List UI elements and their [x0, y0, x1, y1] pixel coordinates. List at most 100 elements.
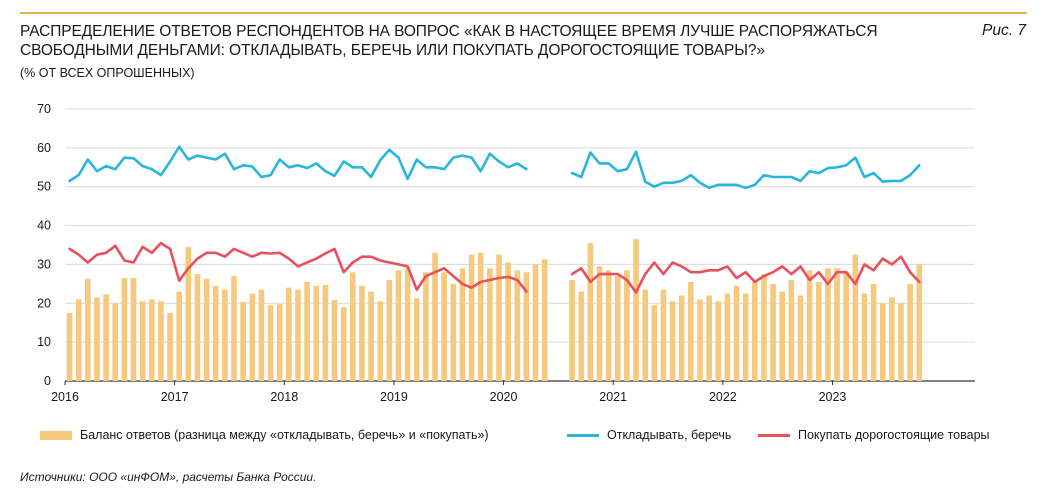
bar-balance [139, 301, 146, 381]
legend-label-balance: Баланс ответов (разница между «откладыва… [80, 428, 489, 442]
y-tick-label: 70 [37, 102, 51, 116]
bar-balance [432, 252, 438, 381]
bar-balance [651, 305, 658, 381]
bar-balance [340, 307, 347, 381]
bar-balance [532, 264, 539, 381]
bar-balance [94, 297, 100, 381]
x-tick-label: 2016 [51, 390, 79, 404]
bar-balance [633, 239, 639, 381]
line-save [570, 150, 921, 190]
bar-balance [477, 252, 484, 381]
x-tick-label: 2022 [709, 390, 737, 404]
bar-balance [815, 281, 822, 381]
bar-balance [825, 268, 831, 381]
bar-balance [916, 264, 923, 381]
bar-balance [267, 305, 274, 381]
bar-balance [404, 268, 411, 381]
bar-balance [898, 303, 904, 381]
bar-balance [806, 270, 813, 381]
bar-balance [295, 289, 301, 381]
legend-swatch-balance [40, 430, 72, 440]
bar-balance [505, 262, 511, 381]
y-tick-label: 40 [37, 219, 51, 233]
legend-item-balance: Баланс ответов (разница между «откладыва… [40, 428, 489, 442]
x-tick-label: 2023 [819, 390, 847, 404]
bar-balance [742, 293, 749, 381]
bar-balance [797, 295, 804, 381]
bar-balance [395, 270, 402, 381]
bar-balance [669, 301, 676, 381]
y-tick-label: 0 [44, 374, 51, 388]
x-tick-label: 2020 [490, 390, 518, 404]
bar-balance [167, 313, 173, 381]
x-tick-label: 2017 [161, 390, 189, 404]
line-buy [68, 241, 528, 293]
bar-balance [240, 302, 246, 381]
bar-balance [879, 303, 886, 381]
bar-balance [889, 297, 895, 381]
legend-item-save: Откладывать, беречь [567, 428, 731, 442]
bar-balance [203, 278, 210, 381]
bar-balance [523, 272, 530, 381]
chart-legend: Баланс ответов (разница между «откладыва… [0, 428, 1054, 446]
bar-balance [596, 266, 603, 381]
bar-balance [313, 285, 320, 381]
bar-balance [724, 293, 731, 381]
bar-balance [75, 299, 82, 381]
bar-balance [907, 283, 913, 381]
bar-balance [779, 291, 786, 381]
bar-balance [870, 283, 877, 381]
bar-balance [176, 291, 183, 381]
chart-title: Распределение ответов респондентов на во… [20, 23, 878, 59]
bar-balance [66, 313, 73, 381]
bar-balance [514, 270, 521, 381]
bar-balance [587, 243, 594, 381]
bar-balance [112, 303, 119, 381]
x-tick-label: 2018 [270, 390, 298, 404]
bar-balance [852, 254, 859, 381]
line-buy [570, 255, 921, 294]
bar-balance [697, 299, 703, 381]
bar-balance [130, 278, 137, 381]
bar-balance [459, 268, 466, 381]
bar-balance [322, 285, 329, 381]
y-tick-label: 60 [37, 141, 51, 155]
bar-balance [377, 301, 384, 381]
figure-label: Рис. 7 [982, 22, 1026, 39]
source-note: Источники: ООО «инФОМ», расчеты Банка Ро… [20, 470, 317, 484]
top-rule [20, 12, 1027, 14]
bar-balance [158, 301, 164, 381]
x-tick-label: 2021 [599, 390, 627, 404]
bar-balance [386, 279, 393, 381]
bar-balance [368, 291, 374, 381]
bar-balance [843, 272, 850, 381]
bar-balance [660, 289, 667, 381]
bar-balance [103, 294, 109, 381]
bar-balance [468, 254, 475, 381]
y-tick-label: 10 [37, 335, 51, 349]
bar-balance [349, 272, 356, 381]
bar-balance [715, 301, 722, 381]
legend-item-buy: Покупать дорогостоящие товары [758, 428, 990, 442]
legend-swatch-buy [758, 433, 790, 437]
bar-balance [185, 246, 192, 381]
bar-balance [441, 272, 447, 381]
bar-balance [578, 291, 585, 381]
bar-balance [331, 300, 338, 381]
y-tick-label: 20 [37, 296, 51, 310]
y-tick-label: 30 [37, 257, 51, 271]
bar-balance [733, 285, 740, 381]
bar-balance [359, 285, 365, 381]
y-tick-label: 50 [37, 180, 51, 194]
bar-balance [487, 268, 493, 381]
bar-balance [121, 278, 128, 381]
legend-label-save: Откладывать, беречь [607, 428, 732, 442]
bar-balance [231, 276, 237, 381]
x-tick-label: 2019 [380, 390, 408, 404]
bar-balance [788, 279, 795, 381]
bar-balance [605, 270, 612, 381]
bar-balance [569, 279, 575, 381]
bar-balance [212, 285, 219, 381]
bar-balance [496, 254, 502, 381]
bar-balance [423, 272, 429, 381]
